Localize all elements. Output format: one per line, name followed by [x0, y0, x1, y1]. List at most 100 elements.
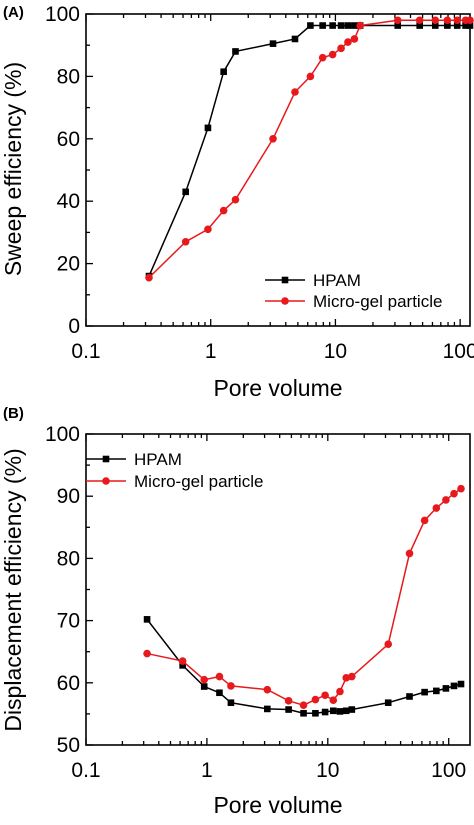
- data-point-micro-gel: [269, 135, 277, 143]
- data-point-hpam: [329, 22, 336, 29]
- data-point-micro-gel: [219, 206, 228, 215]
- data-point-hpam: [431, 22, 439, 29]
- data-point-micro-gel: [328, 50, 337, 59]
- data-point-micro-gel: [432, 504, 441, 512]
- data-point-hpam: [319, 22, 326, 29]
- data-point-hpam: [216, 689, 223, 697]
- data-point-micro-gel: [329, 696, 338, 705]
- series-line-hpam: [146, 618, 462, 715]
- panel-a-y-axis-label: Sweep efficiency (%): [0, 62, 26, 276]
- data-point-micro-gel: [227, 682, 235, 690]
- data-point-micro-gel: [350, 35, 359, 43]
- data-point-micro-gel: [311, 695, 320, 704]
- y-tick-label: 20: [57, 253, 80, 276]
- data-point-micro-gel: [466, 16, 474, 25]
- legend-label: Micro-gel particle: [313, 292, 442, 311]
- data-point-hpam: [220, 68, 227, 76]
- series-line-hpam: [148, 24, 470, 277]
- data-point-micro-gel: [306, 72, 315, 81]
- panel-a: (A) Pore volume Sweep efficiency (%) 0.1…: [0, 3, 474, 401]
- data-point-hpam: [444, 22, 451, 29]
- series-line-micro-gel: [148, 19, 470, 279]
- x-tick-label: 1: [205, 340, 217, 363]
- y-tick-label: 60: [57, 128, 80, 151]
- data-point-micro-gel: [450, 489, 458, 498]
- panel-a-label: (A): [3, 4, 24, 21]
- y-tick-label: 0: [68, 315, 80, 338]
- data-point-hpam: [348, 706, 356, 713]
- data-point-micro-gel: [415, 16, 424, 25]
- data-point-hpam: [344, 22, 352, 29]
- data-point-hpam: [179, 662, 186, 669]
- data-point-micro-gel: [145, 273, 153, 282]
- data-point-hpam: [329, 707, 337, 715]
- data-point-hpam: [312, 709, 319, 717]
- data-point-micro-gel: [299, 701, 308, 709]
- y-tick-label: 50: [57, 734, 80, 757]
- data-point-micro-gel: [263, 685, 272, 694]
- data-point-micro-gel: [178, 657, 187, 665]
- data-point-micro-gel: [443, 16, 452, 25]
- x-tick-label: 100: [443, 340, 474, 363]
- x-tick-label: 10: [324, 340, 347, 363]
- data-point-micro-gel: [321, 691, 329, 700]
- data-point-hpam: [416, 22, 423, 29]
- data-point-hpam: [394, 22, 402, 29]
- data-point-micro-gel: [204, 225, 212, 234]
- data-point-hpam: [337, 22, 345, 29]
- panel-b: (B) Pore volume Displacement efficiency …: [0, 405, 471, 818]
- data-point-hpam: [336, 708, 344, 715]
- data-point-hpam: [232, 48, 239, 55]
- data-point-hpam: [227, 699, 235, 707]
- legend-marker-micro-gel: [102, 477, 110, 485]
- data-point-hpam: [466, 22, 474, 29]
- y-tick-label: 80: [57, 65, 80, 88]
- x-tick-label: 10: [316, 759, 339, 782]
- data-point-hpam: [442, 685, 450, 692]
- panel-b-y-axis-label: Displacement efficiency (%): [0, 448, 26, 731]
- data-point-hpam: [264, 705, 271, 713]
- legend-label: Micro-gel particle: [134, 472, 263, 491]
- x-tick-label: 100: [431, 759, 466, 782]
- legend-marker-hpam: [281, 276, 289, 284]
- data-point-hpam: [182, 188, 189, 196]
- data-point-micro-gel: [457, 484, 465, 493]
- data-point-hpam: [321, 708, 329, 716]
- data-point-micro-gel: [337, 44, 345, 53]
- data-point-hpam: [384, 699, 392, 707]
- legend-label: HPAM: [313, 271, 361, 290]
- y-tick-label: 60: [57, 672, 80, 695]
- data-point-hpam: [406, 693, 413, 700]
- data-point-hpam: [453, 22, 461, 29]
- data-point-micro-gel: [384, 640, 393, 649]
- data-point-micro-gel: [181, 237, 190, 246]
- y-tick-label: 70: [57, 610, 80, 633]
- data-point-micro-gel: [336, 687, 344, 696]
- data-point-micro-gel: [291, 88, 299, 96]
- y-tick-label: 40: [57, 190, 80, 213]
- data-point-hpam: [457, 680, 465, 688]
- data-point-hpam: [462, 22, 469, 29]
- data-point-micro-gel: [431, 16, 440, 25]
- data-point-hpam: [269, 40, 277, 47]
- data-point-micro-gel: [356, 21, 364, 30]
- data-point-micro-gel: [215, 672, 224, 681]
- data-point-micro-gel: [200, 675, 209, 684]
- data-point-hpam: [307, 22, 314, 29]
- x-tick-label: 0.1: [71, 759, 100, 782]
- legend-marker-hpam: [102, 455, 110, 463]
- data-point-hpam: [421, 688, 428, 696]
- data-point-hpam: [204, 124, 212, 132]
- y-tick-label: 90: [57, 485, 80, 508]
- data-point-micro-gel: [453, 16, 462, 25]
- data-point-micro-gel: [231, 195, 240, 204]
- data-point-micro-gel: [344, 38, 352, 46]
- plot-frame: [85, 13, 471, 327]
- panel-a-x-axis-label: Pore volume: [213, 375, 342, 401]
- data-point-micro-gel: [420, 516, 429, 525]
- data-point-micro-gel: [348, 672, 356, 681]
- series-line-micro-gel: [146, 488, 462, 706]
- data-point-micro-gel: [442, 496, 450, 504]
- y-tick-label: 100: [45, 3, 80, 26]
